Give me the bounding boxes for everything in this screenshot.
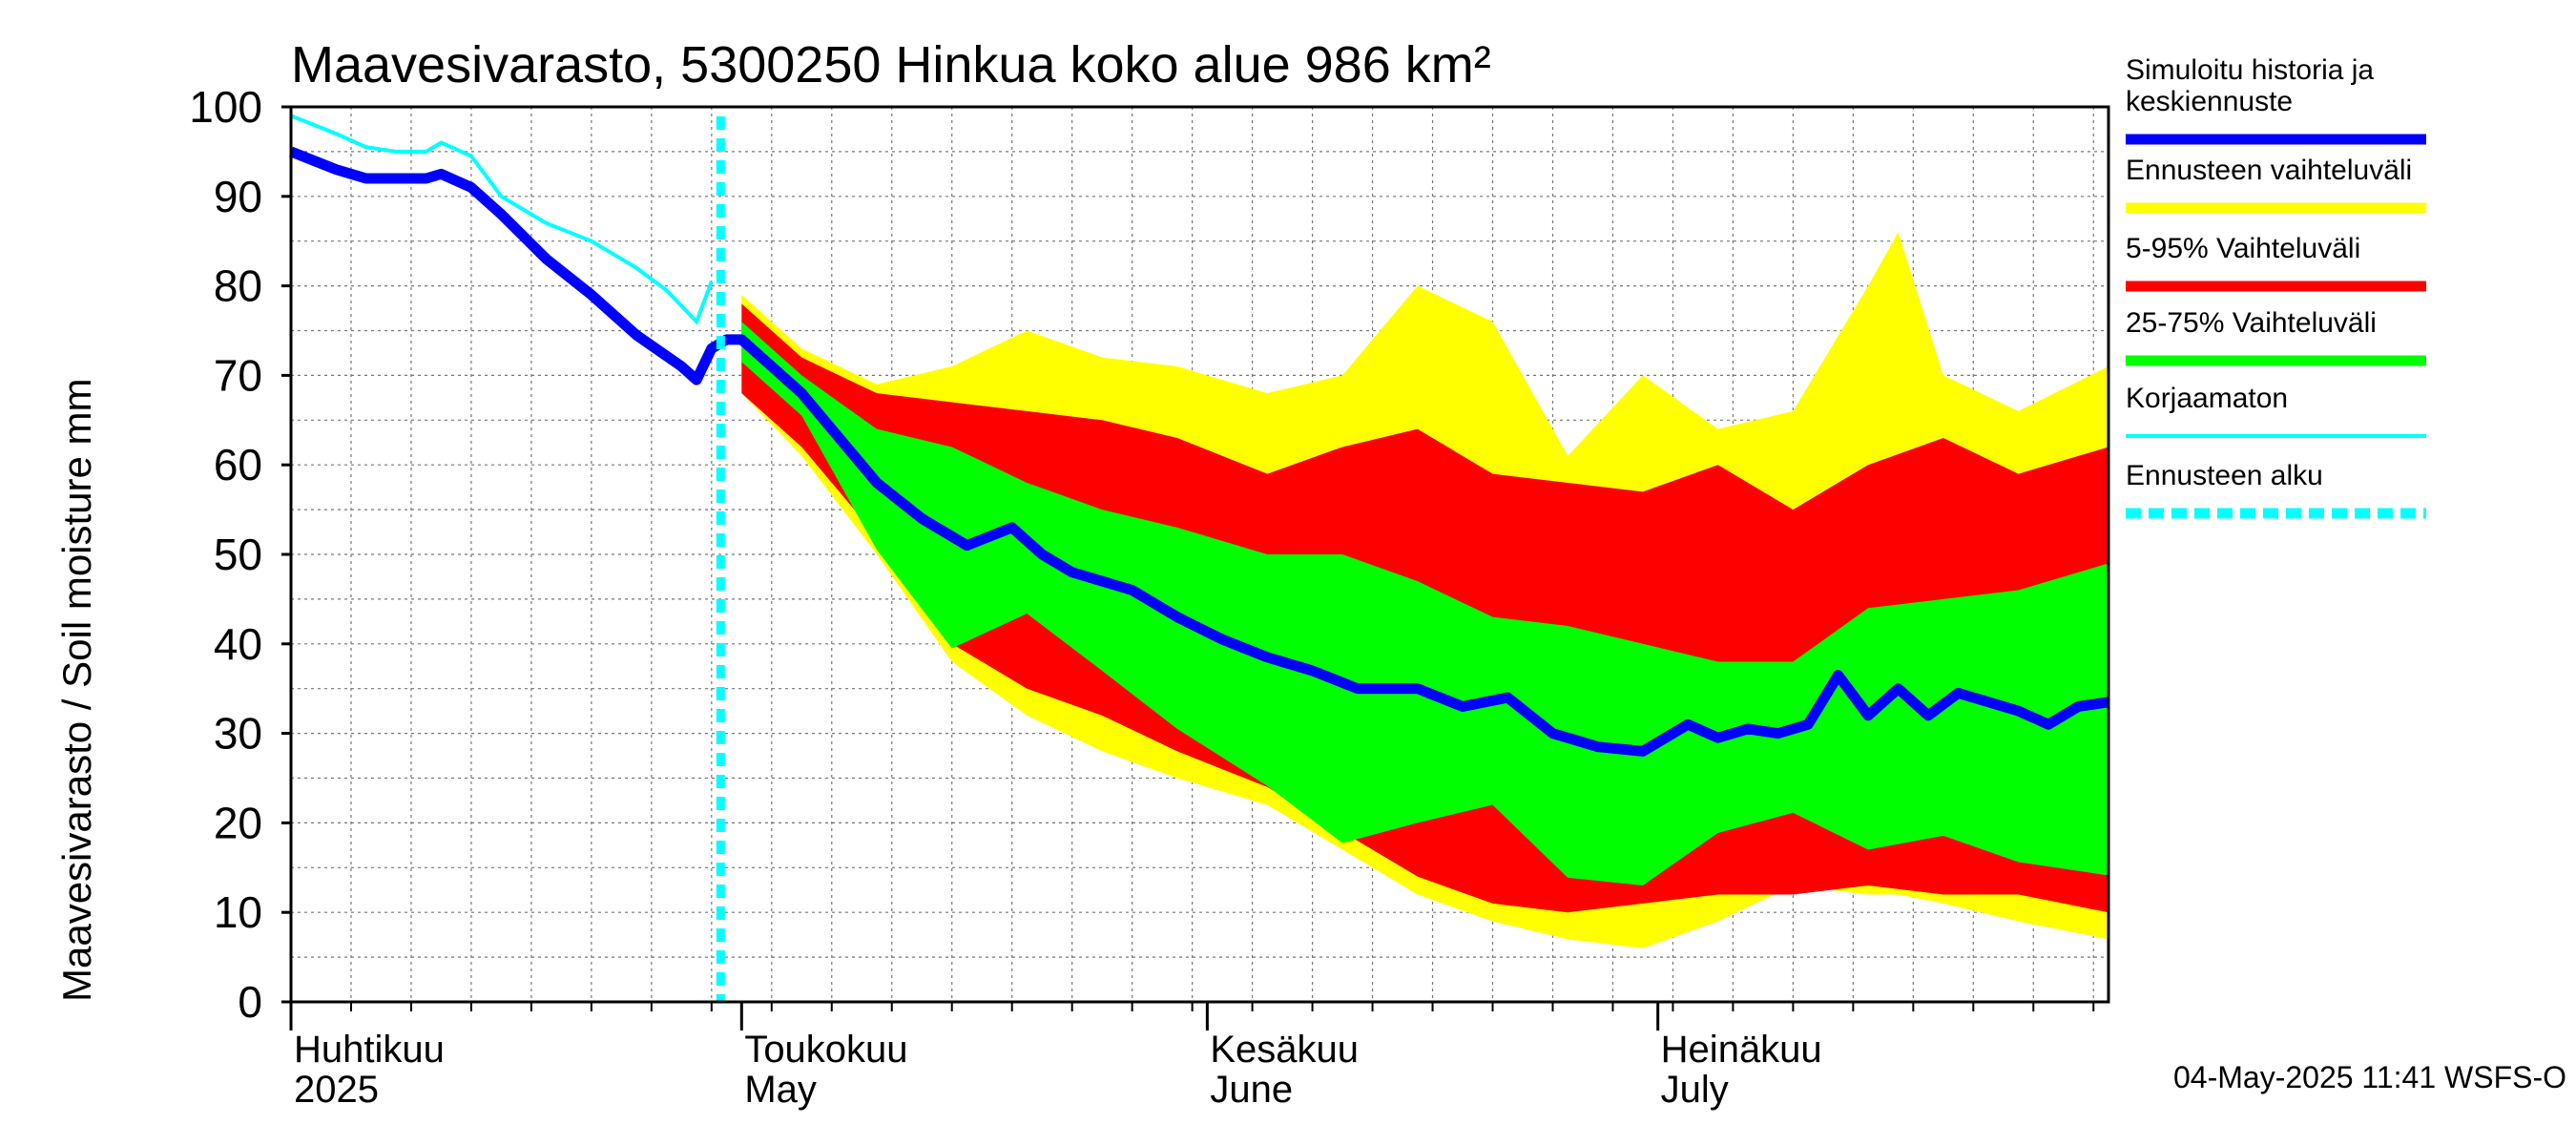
x-month-label: 2025: [294, 1069, 379, 1111]
y-tick-label: 100: [189, 82, 262, 132]
y-tick-label: 90: [214, 172, 262, 221]
chart-title: Maavesivarasto, 5300250 Hinkua koko alue…: [291, 36, 1491, 94]
x-month-label: July: [1661, 1069, 1729, 1111]
y-tick-label: 20: [214, 798, 262, 847]
y-tick-label: 70: [214, 350, 262, 400]
x-month-label: Kesäkuu: [1210, 1029, 1359, 1071]
x-month-label: Heinäkuu: [1661, 1029, 1822, 1071]
series-korjaamaton: [290, 114, 714, 325]
x-month-label: May: [744, 1069, 817, 1111]
legend-label: Ennusteen alku: [2126, 460, 2323, 491]
x-month-label: Huhtikuu: [294, 1029, 445, 1071]
y-tick-label: 40: [214, 619, 262, 669]
y-axis-label: Maavesivarasto / Soil moisture mm: [54, 378, 99, 1002]
legend-label: keskiennuste: [2126, 86, 2293, 117]
legend-label: 25-75% Vaihteluväli: [2126, 307, 2377, 339]
y-tick-label: 50: [214, 530, 262, 579]
y-tick-label: 60: [214, 440, 262, 489]
legend-label: Korjaamaton: [2126, 383, 2288, 414]
x-month-label: Toukokuu: [744, 1029, 907, 1071]
legend-label: Ennusteen vaihteluväli: [2126, 155, 2412, 186]
y-tick-label: 0: [238, 977, 262, 1027]
legend-label: 5-95% Vaihteluväli: [2126, 233, 2360, 264]
x-month-label: June: [1210, 1069, 1293, 1111]
y-tick-label: 80: [214, 261, 262, 311]
y-tick-label: 10: [214, 887, 262, 937]
timestamp: 04-May-2025 11:41 WSFS-O: [2173, 1060, 2566, 1094]
legend-label: Simuloitu historia ja: [2126, 54, 2374, 86]
y-tick-label: 30: [214, 709, 262, 759]
series-keskiennuste: [288, 146, 2109, 757]
band-25-75: [741, 322, 2109, 886]
